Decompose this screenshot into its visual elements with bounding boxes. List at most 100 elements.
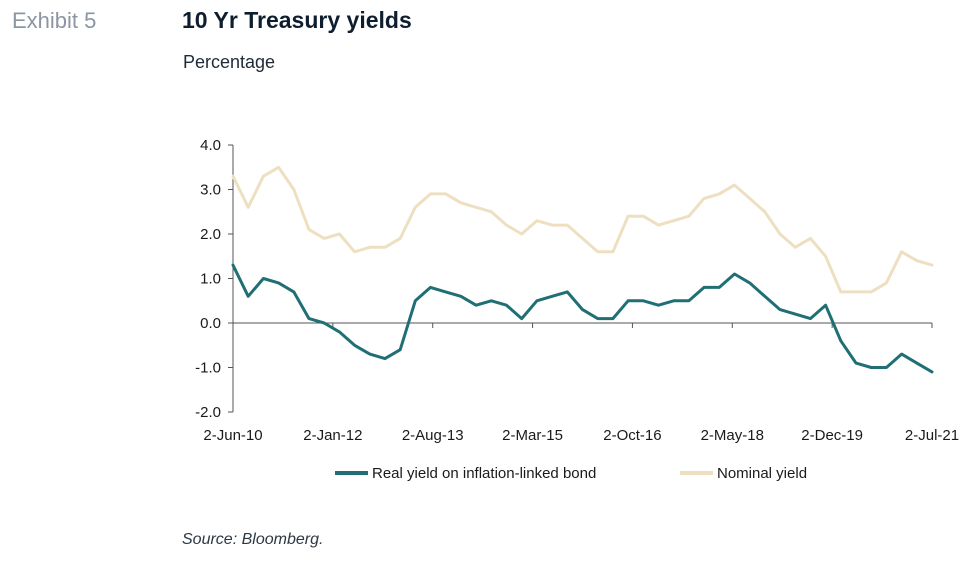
x-tick-label: 2-Jun-10: [203, 427, 262, 444]
data-point-real-yield: [824, 304, 827, 307]
data-point-nominal-yield: [840, 291, 842, 293]
data-point-real-yield: [505, 304, 508, 307]
data-point-nominal-yield: [505, 224, 508, 226]
data-point-nominal-yield: [809, 237, 812, 240]
data-point-nominal-yield: [368, 246, 371, 249]
data-point-nominal-yield: [931, 264, 933, 266]
data-point-nominal-yield: [490, 210, 493, 213]
data-point-real-yield: [794, 313, 797, 315]
data-point-real-yield: [460, 295, 462, 298]
data-point-nominal-yield: [551, 224, 553, 226]
y-tick-label: -2.0: [195, 404, 221, 421]
data-point-real-yield: [490, 299, 493, 302]
data-point-real-yield: [384, 357, 386, 360]
data-point-real-yield: [612, 317, 614, 320]
data-point-nominal-yield: [885, 282, 888, 284]
data-point-nominal-yield: [414, 206, 417, 209]
y-tick-label: -1.0: [195, 360, 221, 377]
data-point-real-yield: [627, 299, 629, 302]
data-point-real-yield: [247, 295, 249, 298]
data-point-nominal-yield: [520, 233, 523, 235]
x-tick-label: 2-Dec-19: [801, 427, 863, 444]
data-point-real-yield: [414, 299, 417, 302]
data-point-real-yield: [703, 286, 705, 289]
data-point-real-yield: [870, 366, 873, 369]
data-point-nominal-yield: [900, 251, 903, 253]
data-point-real-yield: [733, 273, 736, 275]
data-point-real-yield: [338, 331, 341, 333]
data-point-nominal-yield: [277, 166, 280, 169]
data-point-nominal-yield: [232, 175, 234, 177]
data-point-nominal-yield: [733, 184, 736, 186]
data-point-nominal-yield: [581, 237, 584, 240]
data-point-real-yield: [323, 322, 325, 324]
data-point-real-yield: [672, 299, 675, 302]
data-point-nominal-yield: [824, 255, 827, 258]
data-point-real-yield: [764, 295, 766, 298]
data-point-nominal-yield: [794, 246, 797, 249]
data-point-nominal-yield: [596, 251, 599, 253]
data-point-real-yield: [657, 304, 660, 307]
data-point-real-yield: [551, 295, 553, 298]
data-point-nominal-yield: [855, 291, 857, 293]
data-point-real-yield: [536, 299, 538, 302]
data-point-nominal-yield: [764, 210, 766, 213]
data-point-real-yield: [596, 317, 599, 320]
data-point-real-yield: [399, 348, 401, 351]
data-point-real-yield: [277, 282, 280, 284]
data-point-nominal-yield: [718, 193, 721, 195]
y-tick-label: 2.0: [200, 226, 221, 243]
legend-real-yield-label: Real yield on inflation-linked bond: [372, 465, 596, 482]
data-point-nominal-yield: [338, 233, 341, 235]
x-tick-label: 2-Aug-13: [402, 427, 464, 444]
source-note: Source: Bloomberg.: [182, 531, 324, 548]
x-tick-label: 2-Oct-16: [603, 427, 661, 444]
data-point-real-yield: [916, 362, 918, 364]
data-point-real-yield: [232, 264, 234, 266]
data-point-nominal-yield: [323, 237, 325, 240]
data-point-real-yield: [475, 304, 477, 307]
data-point-real-yield: [429, 286, 432, 289]
data-point-real-yield: [855, 362, 857, 364]
legend-nominal-yield-label: Nominal yield: [717, 465, 807, 482]
x-tick-label: 2-Mar-15: [502, 427, 563, 444]
data-point-real-yield: [581, 308, 584, 311]
data-point-nominal-yield: [916, 259, 918, 262]
data-point-nominal-yield: [536, 219, 538, 222]
data-point-nominal-yield: [688, 215, 690, 217]
data-point-real-yield: [353, 344, 356, 347]
data-point-nominal-yield: [612, 251, 614, 253]
data-point-nominal-yield: [475, 206, 477, 209]
data-point-nominal-yield: [444, 193, 447, 195]
exhibit-label: Exhibit 5: [12, 8, 97, 33]
data-point-nominal-yield: [703, 197, 705, 200]
x-tick-label: 2-May-18: [701, 427, 764, 444]
data-point-nominal-yield: [292, 188, 295, 191]
x-tick-label: 2-Jul-21: [905, 427, 959, 444]
y-tick-label: 3.0: [200, 182, 221, 199]
data-point-nominal-yield: [399, 237, 401, 240]
data-point-nominal-yield: [870, 291, 873, 293]
data-point-nominal-yield: [262, 175, 265, 177]
data-point-real-yield: [292, 291, 295, 293]
data-point-real-yield: [688, 299, 690, 302]
series-line-nominal-yield: [231, 165, 934, 294]
y-tick-label: 0.0: [200, 315, 221, 332]
data-point-nominal-yield: [642, 215, 645, 217]
chart-title: 10 Yr Treasury yields: [182, 7, 412, 33]
data-point-real-yield: [520, 317, 523, 320]
data-point-real-yield: [642, 299, 645, 302]
x-tick-label: 2-Jan-12: [303, 427, 362, 444]
data-point-real-yield: [718, 286, 721, 289]
data-point-nominal-yield: [247, 206, 249, 209]
chart-subtitle: Percentage: [183, 52, 276, 72]
data-point-real-yield: [262, 277, 265, 280]
data-point-nominal-yield: [460, 202, 462, 204]
data-point-real-yield: [809, 317, 812, 320]
data-point-real-yield: [368, 353, 371, 355]
data-point-nominal-yield: [657, 224, 660, 226]
data-point-nominal-yield: [429, 193, 432, 195]
data-point-real-yield: [308, 317, 310, 320]
series-line-real-yield: [231, 263, 934, 374]
